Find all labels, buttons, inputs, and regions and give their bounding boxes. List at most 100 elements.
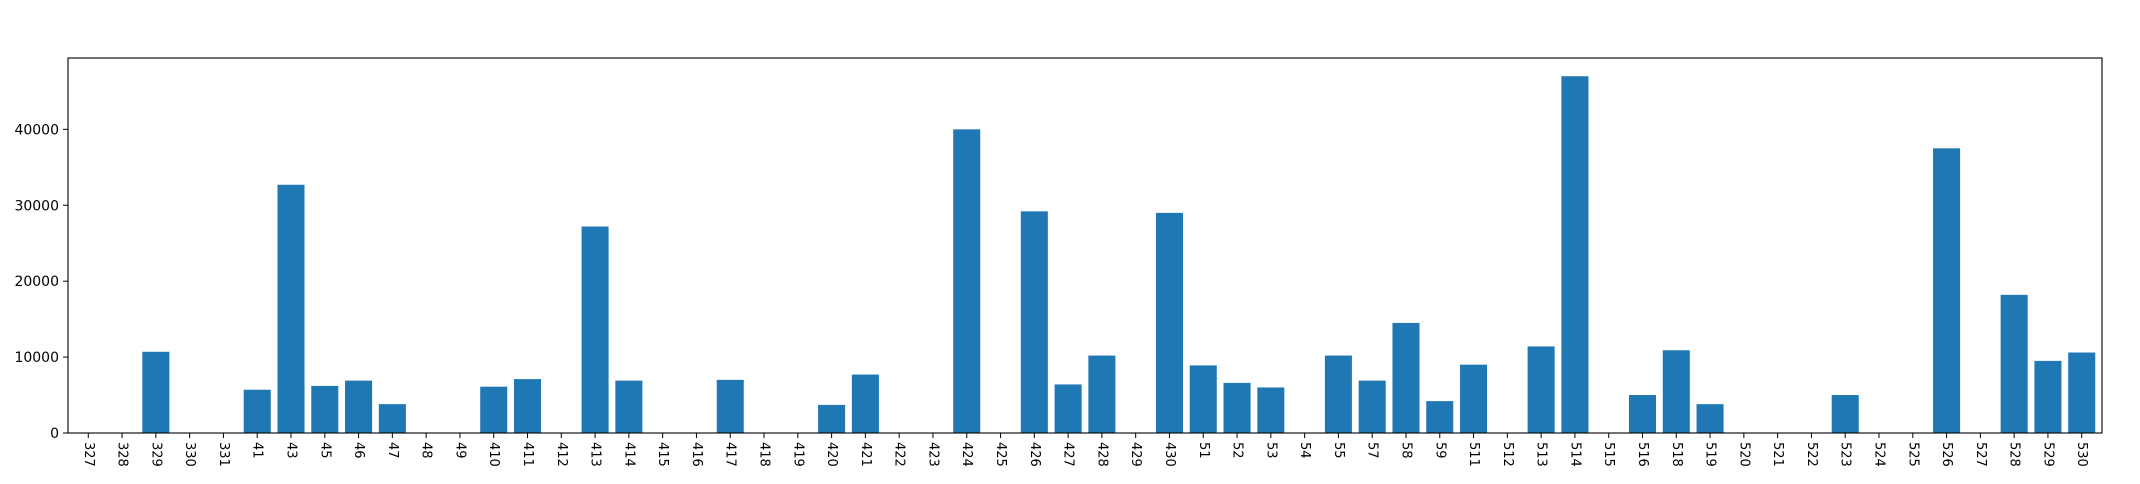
x-tick-label: 518 <box>1669 442 1684 467</box>
x-tick-label: 328 <box>115 442 130 467</box>
x-tick-label: 420 <box>824 442 839 467</box>
x-tick-label: 57 <box>1365 442 1380 459</box>
x-tick-label: 422 <box>892 442 907 467</box>
x-tick-label: 519 <box>1703 442 1718 467</box>
bar-43 <box>277 184 305 433</box>
x-tick-label: 41 <box>250 442 265 459</box>
x-tick-label: 411 <box>520 442 535 467</box>
x-tick-label: 523 <box>1838 442 1853 467</box>
x-tick-label: 515 <box>1601 442 1616 467</box>
x-tick-label: 522 <box>1804 442 1819 467</box>
bar-529 <box>2034 360 2062 433</box>
x-tick-label: 59 <box>1432 442 1447 459</box>
x-tick-label: 413 <box>588 442 603 467</box>
x-tick-label: 46 <box>351 442 366 459</box>
bar-51 <box>1189 365 1217 433</box>
bar-417 <box>716 379 744 433</box>
x-tick-label: 430 <box>1162 442 1177 467</box>
x-tick-label: 330 <box>182 442 197 467</box>
bar-52 <box>1223 382 1251 433</box>
bar-420 <box>818 404 846 433</box>
x-tick-label: 329 <box>148 442 163 467</box>
x-tick-label: 421 <box>858 442 873 467</box>
y-tick-label: 10000 <box>14 350 59 366</box>
x-tick-label: 521 <box>1770 442 1785 467</box>
bar-413 <box>581 226 609 433</box>
bar-514 <box>1561 76 1589 433</box>
y-axis: 0 10000 20000 30000 40000 <box>14 122 68 442</box>
x-tick-label: 58 <box>1398 442 1413 459</box>
x-tick-label: 417 <box>723 442 738 467</box>
x-tick-label: 423 <box>925 442 940 467</box>
bar-53 <box>1257 387 1285 433</box>
bar-516 <box>1628 395 1657 433</box>
x-tick-label: 425 <box>993 442 1008 467</box>
bar-427 <box>1054 384 1082 433</box>
x-tick-label: 331 <box>216 442 231 467</box>
y-tick-label: 0 <box>50 426 59 442</box>
bar-426 <box>1020 211 1048 433</box>
x-tick-label: 527 <box>1973 442 1988 467</box>
x-tick-label: 414 <box>621 442 636 467</box>
x-tick-label: 428 <box>1094 442 1109 467</box>
x-tick-label: 516 <box>1635 442 1650 467</box>
bar-47 <box>378 404 406 433</box>
x-tick-label: 55 <box>1331 442 1346 459</box>
bar-329 <box>142 351 170 433</box>
bar-519 <box>1696 404 1724 433</box>
x-tick-label: 45 <box>317 442 332 459</box>
bar-526 <box>1933 148 1961 433</box>
bar-424 <box>953 129 981 434</box>
bar-411 <box>513 379 542 433</box>
x-tick-label: 410 <box>486 442 501 467</box>
y-tick-label: 30000 <box>14 198 59 214</box>
x-tick-label: 520 <box>1736 442 1751 467</box>
plot-frame <box>67 57 2103 434</box>
bar-528 <box>2000 294 2028 433</box>
x-tick-label: 415 <box>655 442 670 467</box>
x-tick-label: 530 <box>2074 442 2089 467</box>
bar-518 <box>1662 350 1690 433</box>
bar-46 <box>345 380 373 433</box>
x-tick-label: 327 <box>81 442 96 467</box>
bar-59 <box>1426 401 1454 433</box>
bar-428 <box>1088 355 1116 433</box>
x-tick-label: 53 <box>1263 442 1278 459</box>
x-tick-label: 525 <box>1905 442 1920 467</box>
x-tick-label: 526 <box>1939 442 1954 467</box>
bar-421 <box>851 374 879 433</box>
x-axis: 327 328 329 330 331 41 43 45 46 47 48 49 410 411 412 41… <box>81 433 2089 467</box>
bar-414 <box>615 380 643 433</box>
x-tick-label: 513 <box>1534 442 1549 467</box>
x-tick-label: 424 <box>959 442 974 467</box>
y-tick-label: 40000 <box>14 122 59 138</box>
x-tick-label: 419 <box>790 442 805 467</box>
x-tick-label: 429 <box>1128 442 1143 467</box>
x-tick-label: 48 <box>419 442 434 459</box>
bar-41 <box>243 389 271 433</box>
x-tick-label: 49 <box>452 442 467 459</box>
bar-45 <box>311 385 339 433</box>
x-tick-label: 412 <box>554 442 569 467</box>
bar-58 <box>1392 322 1420 433</box>
bars-group <box>142 76 2096 434</box>
x-tick-label: 52 <box>1230 442 1245 459</box>
x-tick-label: 529 <box>2040 442 2055 467</box>
bar-55 <box>1324 355 1352 433</box>
x-tick-label: 427 <box>1061 442 1076 467</box>
x-tick-label: 47 <box>385 442 400 459</box>
bar-410 <box>480 386 508 433</box>
bar-523 <box>1831 395 1859 433</box>
x-tick-label: 426 <box>1027 442 1042 467</box>
x-tick-label: 418 <box>757 442 772 467</box>
bar-530 <box>2068 352 2096 433</box>
bar-511 <box>1460 364 1488 433</box>
x-tick-label: 43 <box>284 442 299 459</box>
x-tick-label: 416 <box>689 442 704 467</box>
x-tick-label: 528 <box>2007 442 2022 467</box>
x-tick-label: 511 <box>1466 442 1481 467</box>
x-tick-label: 524 <box>1872 442 1887 467</box>
y-tick-label: 20000 <box>14 274 59 290</box>
